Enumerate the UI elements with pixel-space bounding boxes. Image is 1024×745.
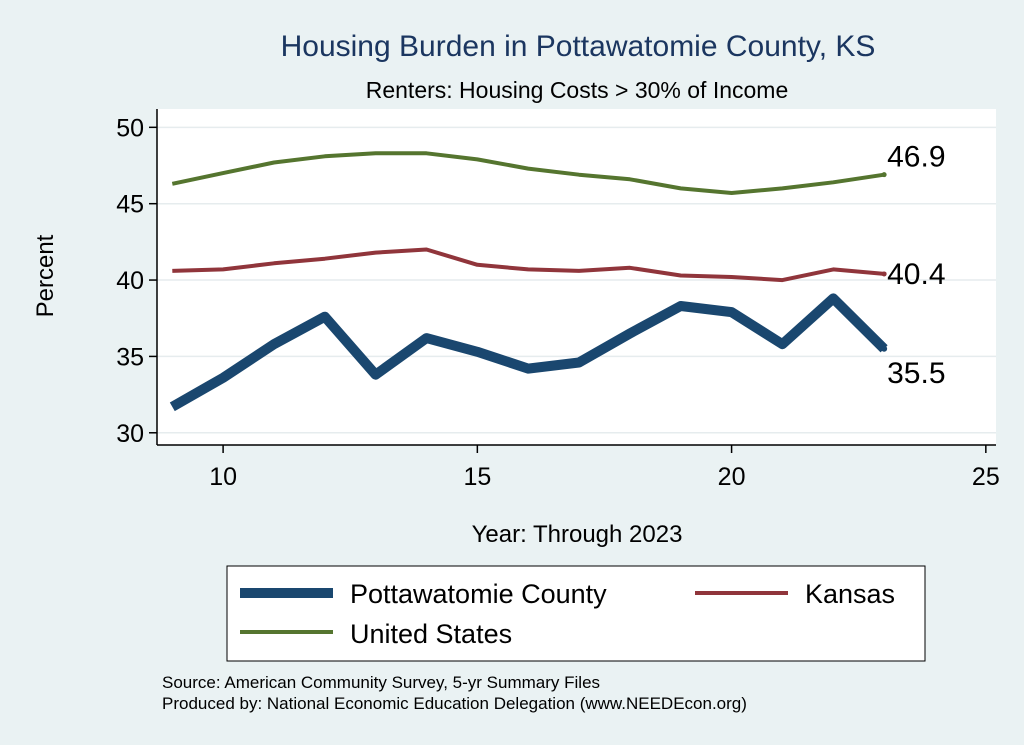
y-tick-label: 40 [116,267,144,295]
end-point-marker [881,172,887,178]
legend-label: Pottawatomie County [350,579,607,609]
source-note: Source: American Community Survey, 5-yr … [162,673,600,692]
x-tick-label: 20 [718,463,746,491]
legend-box [226,565,926,662]
end-point-marker [881,271,887,277]
x-tick-label: 15 [463,463,491,491]
end-point-marker [881,345,888,352]
end-value-label: 40.4 [887,258,945,291]
y-axis-title: Percent [32,234,59,317]
gridlines [157,126,996,434]
y-tick-label: 35 [116,343,144,371]
y-tick-label: 30 [116,420,144,448]
series-lines [169,151,888,412]
end-value-label: 35.5 [887,357,945,390]
x-tick-label: 10 [209,463,237,491]
legend-label: United States [350,619,512,649]
chart-subtitle: Renters: Housing Costs > 30% of Income [366,77,789,103]
series-line-kansas [172,247,885,283]
x-tick-label: 25 [972,463,1000,491]
legend: Pottawatomie County Kansas United States [240,579,895,649]
y-tick-label: 50 [116,114,144,142]
plot-area [157,109,996,445]
end-value-label: 46.9 [887,141,945,174]
y-tick-label: 45 [116,191,144,219]
series-line-united-states [171,151,885,195]
producer-note: Produced by: National Economic Education… [162,694,747,713]
y-axis-ticks: 30 35 40 45 50 [116,114,157,448]
end-labels: 35.5 40.4 46.9 [887,141,945,390]
chart-title: Housing Burden in Pottawatomie County, K… [281,30,876,63]
legend-label: Kansas [805,579,895,609]
series-line-pottawatomie-county [169,293,888,412]
x-axis-title: Year: Through 2023 [472,521,683,548]
x-axis-ticks: 10 15 20 25 [209,445,1000,491]
